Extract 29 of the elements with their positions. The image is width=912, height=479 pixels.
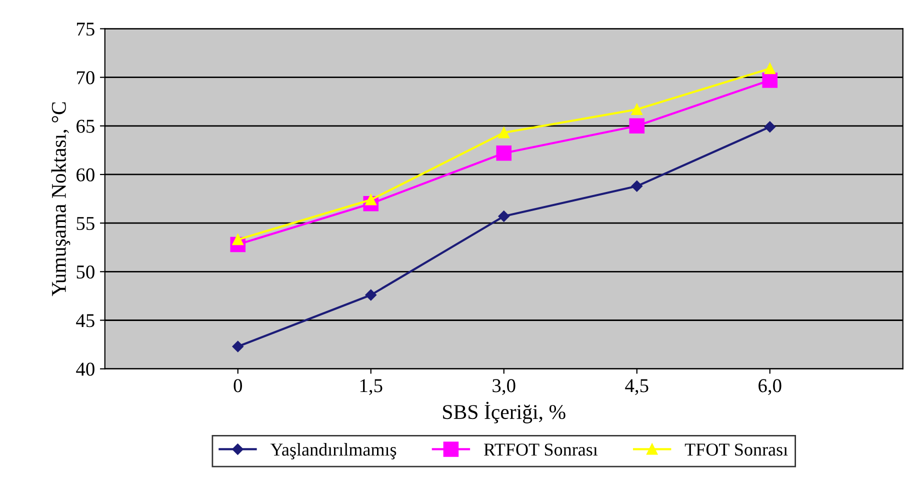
legend-label: RTFOT Sonrası [484, 444, 598, 456]
y-tick-label: 55 [76, 217, 94, 230]
point [496, 145, 512, 161]
x-tick-label: 3,0 [492, 379, 516, 396]
point [498, 210, 510, 222]
point [631, 180, 642, 192]
legend-label: TFOT Sonrası [684, 444, 788, 456]
x-tick-label: 1,5 [360, 379, 382, 396]
point [365, 289, 376, 301]
point [764, 121, 776, 132]
y-tick-label: 75 [76, 22, 94, 36]
y-tick-label: 65 [76, 120, 94, 133]
y-tick-label: 70 [76, 71, 94, 84]
y-axis-title: Yumuşama Noktası, °C [51, 102, 70, 296]
point [232, 340, 244, 352]
legend-label: Yaşlandırılmamış [270, 443, 396, 460]
x-tick-label: 4,5 [625, 379, 648, 396]
point [762, 72, 778, 88]
y-tick-label: 45 [76, 314, 94, 328]
x-tick-label: 6,0 [758, 379, 782, 396]
x-axis-title: SBS İçeriği, % [443, 402, 566, 424]
y-tick-label: 40 [76, 362, 94, 376]
point [631, 104, 642, 115]
y-tick-label: 50 [76, 265, 94, 279]
y-tick-label: 60 [76, 168, 94, 182]
x-tick-label: 0 [234, 379, 242, 392]
point [764, 63, 776, 74]
point [629, 118, 645, 134]
point [498, 127, 510, 138]
